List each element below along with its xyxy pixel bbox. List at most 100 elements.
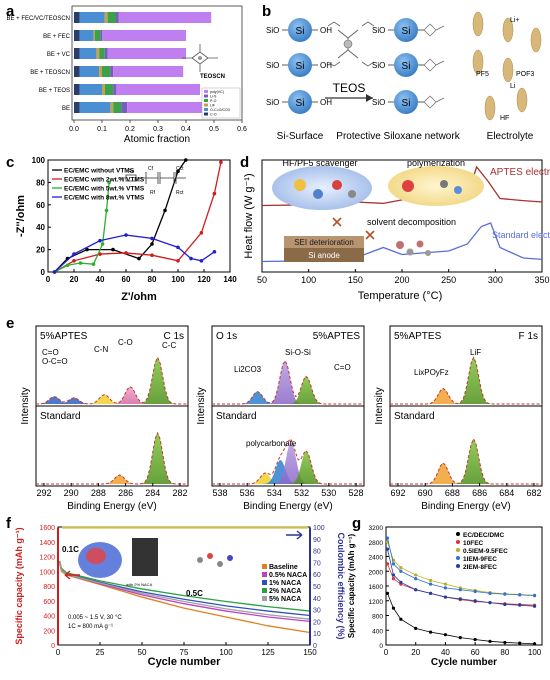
legend-text: 0.5% NACA: [269, 572, 307, 579]
teos-molecule: [327, 21, 375, 67]
legend-aptes: APTES electrolyte: [490, 167, 550, 178]
xps-peak: [413, 463, 474, 484]
right-pointer-arrow: [286, 530, 303, 540]
data-point: [212, 191, 217, 196]
siloxane-network: SiO Si SiO Si SiO Si: [372, 18, 445, 114]
tick-label-right: 70: [313, 560, 321, 567]
esp-map-image: [86, 548, 106, 564]
tick-label: 0: [56, 648, 61, 657]
tick-label-left: 0: [51, 643, 55, 650]
panel-f: f 0 25 50 75 100 125 1500200400600800100012001…: [6, 515, 346, 668]
bar-segment: [102, 66, 111, 77]
data-point: [85, 247, 89, 252]
panel-f-ticks: 0 25 50 75 100 125 150020040060080010001200140…: [39, 525, 324, 657]
panel-c: c 0 20 40 60 80 100 120 140 0 20 40 60 80 100 EC/EMC …: [6, 154, 237, 303]
data-point: [189, 256, 193, 261]
tick-label: 3200: [369, 525, 384, 532]
circuit-cf: Cf: [148, 166, 154, 172]
molecule-atom: [402, 180, 414, 192]
xps-peak: [250, 460, 311, 484]
data-point: [163, 208, 167, 213]
si-atom: [288, 90, 312, 114]
bar-segment: [104, 12, 108, 23]
oh-label: OH: [320, 98, 332, 107]
panel-d-label: d: [240, 154, 249, 171]
tick-label: 800: [372, 614, 383, 621]
caption-siloxane: Protective Siloxane network: [336, 131, 460, 142]
data-point: [176, 245, 180, 250]
data-point: [72, 252, 76, 256]
legend-text: EC/DEC/DMC: [463, 532, 504, 539]
bar-segment: [107, 48, 186, 59]
tick-label: 80: [500, 648, 509, 657]
molecule-atom: [294, 179, 306, 191]
tick-label: 684: [499, 488, 514, 498]
tick-label: 0.4: [181, 126, 191, 133]
data-point: [52, 270, 57, 274]
legend-swatch: [456, 564, 460, 568]
legend-text: 1% NACA: [269, 580, 301, 587]
panel-e-label: e: [6, 315, 14, 332]
tick-label: 40: [96, 275, 105, 284]
siloxane-bond: [423, 23, 445, 37]
series-line: [387, 549, 535, 607]
tick-label: 284: [145, 488, 160, 498]
tick-label: 688: [445, 488, 460, 498]
xps-lower-label: Standard: [40, 411, 81, 422]
bar-segment: [102, 30, 186, 41]
bar-segment: [104, 48, 108, 59]
teoscn-molecule: [182, 44, 218, 72]
panel-f-xlabel: Cycle number: [148, 656, 221, 668]
bar-segment: [95, 30, 101, 41]
xps-peak: [413, 388, 474, 404]
scavenger-blob: [272, 166, 372, 210]
tick-label: 40: [441, 648, 450, 657]
data-point: [107, 180, 111, 185]
xps-peak: [24, 396, 85, 404]
caption-electrolyte: Electrolyte: [487, 131, 534, 142]
legend-swatch: [262, 580, 267, 585]
bar-segment: [93, 30, 95, 41]
bar-segment: [118, 12, 212, 23]
bar-segment: [113, 66, 184, 77]
label-sei: SEI deterioration: [294, 238, 354, 247]
si-anode-block: [284, 248, 364, 262]
tick-label: 0.5: [209, 126, 219, 133]
tick-label: 692: [390, 488, 405, 498]
legend-text: 1IEM-9FEC: [463, 556, 497, 563]
xps-tag: O 1s: [216, 331, 237, 342]
tick-label-right: 60: [313, 572, 321, 579]
label-si-anode: Si anode: [308, 251, 340, 260]
peak-label: LixPOyFz: [414, 368, 449, 377]
data-point: [150, 236, 154, 241]
xps-tag: 5%APTES: [394, 331, 442, 342]
legend-swatch: [456, 548, 460, 552]
si-atom: [288, 53, 312, 77]
bar-segment: [100, 30, 102, 41]
data-point: [150, 242, 154, 246]
data-point: [111, 247, 115, 252]
row-label: BE: [62, 106, 70, 112]
tick-label: 50: [257, 275, 267, 285]
tick-label: 536: [240, 488, 255, 498]
tick-label: 538: [212, 488, 227, 498]
tick-label: 60: [471, 648, 480, 657]
legend-swatch: [204, 99, 208, 102]
xps-envelope: [212, 359, 364, 405]
tick-label: 60: [36, 201, 45, 210]
data-point: [199, 259, 204, 263]
xps-ylabel: Intensity: [196, 387, 207, 424]
panel-f-series: [59, 526, 311, 634]
electrolyte-molecule: [502, 17, 514, 43]
tick-label: 80: [148, 275, 157, 284]
row-label: BE + TEOSCN: [30, 70, 70, 76]
panel-f-label: f: [6, 515, 12, 532]
label-hf-scavenger: HF/PF5 scavenger: [282, 158, 357, 168]
panel-d-ylabel: Heat flow (W g⁻¹): [243, 173, 255, 258]
xps-ylabel: Intensity: [374, 387, 385, 424]
si-label: Si: [402, 61, 411, 72]
peak-label: O-C=O: [42, 357, 68, 366]
si-atom: [394, 18, 418, 42]
species-label: Li: [510, 83, 516, 90]
